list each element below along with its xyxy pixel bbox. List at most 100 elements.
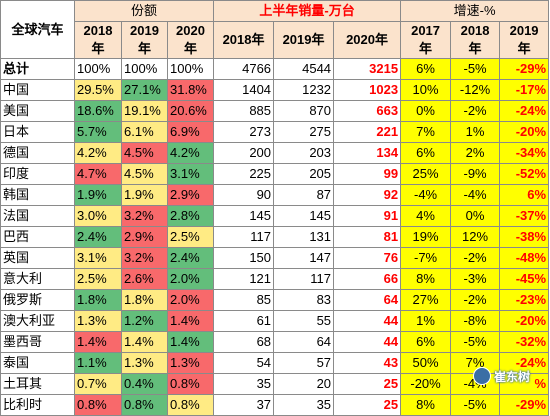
- sales-cell: 20: [273, 373, 335, 395]
- share-cell: 2.4%: [166, 247, 215, 269]
- share-cell: 100%: [121, 58, 168, 80]
- growth-cell: 0%: [400, 100, 452, 122]
- growth-cell: 1%: [400, 310, 452, 332]
- country-name: 美国: [0, 100, 75, 122]
- sales-cell: 25: [333, 394, 402, 416]
- table-row: 印度 4.7% 4.5% 3.1% 225 205 99 25% -9% -52%: [0, 163, 550, 185]
- growth-cell: -48%: [499, 247, 550, 269]
- group-share-header: 份额: [73, 0, 215, 22]
- sales-cell: 221: [333, 121, 402, 143]
- growth-cell: 12%: [450, 226, 501, 248]
- share-cell: 1.3%: [74, 310, 122, 332]
- sales-cell: 273: [213, 121, 275, 143]
- growth-cell: -20%: [400, 373, 452, 395]
- share-cell: 2.5%: [74, 268, 122, 290]
- sales-cell: 25: [333, 373, 402, 395]
- sales-cell: 68: [213, 331, 275, 353]
- country-name: 泰国: [0, 352, 75, 374]
- share-cell: 0.4%: [121, 373, 168, 395]
- table-row: 中国 29.5% 27.1% 31.8% 1404 1232 1023 10% -12% -17%: [0, 79, 550, 101]
- share-cell: 4.2%: [166, 142, 215, 164]
- growth-year-2017: 2017 年: [400, 21, 452, 59]
- table-row: 意大利 2.5% 2.6% 2.0% 121 117 66 8% -3% -45%: [0, 268, 550, 290]
- share-cell: 1.8%: [74, 289, 122, 311]
- table-row: 日本 5.7% 6.1% 6.9% 273 275 221 7% 1% -20%: [0, 121, 550, 143]
- share-cell: 3.1%: [74, 247, 122, 269]
- country-name: 英国: [0, 247, 75, 269]
- country-name: 比利时: [0, 394, 75, 416]
- watermark-logo-icon: [472, 367, 491, 385]
- growth-cell: -32%: [499, 331, 550, 353]
- table-row: 总计 100% 100% 100% 4766 4544 3215 6% -5% -29%: [0, 58, 550, 80]
- sales-cell: 87: [273, 184, 335, 206]
- share-cell: 2.6%: [121, 268, 168, 290]
- sales-cell: 55: [273, 310, 335, 332]
- sales-year-2019: 2019年: [273, 21, 335, 59]
- growth-cell: -2%: [450, 289, 501, 311]
- share-cell: 2.5%: [166, 226, 215, 248]
- share-cell: 3.0%: [74, 205, 122, 227]
- share-cell: 1.9%: [74, 184, 122, 206]
- share-cell: 6.9%: [166, 121, 215, 143]
- table-row: 德国 4.2% 4.5% 4.2% 200 203 134 6% 2% -34%: [0, 142, 550, 164]
- share-cell: 2.4%: [74, 226, 122, 248]
- share-cell: 3.2%: [121, 205, 168, 227]
- country-name: 总计: [0, 58, 75, 80]
- sales-cell: 35: [213, 373, 275, 395]
- table-row: 法国 3.0% 3.2% 2.8% 145 145 91 4% 0% -37%: [0, 205, 550, 227]
- table-row: 比利时 0.8% 0.8% 0.8% 37 35 25 8% -5% -29%: [0, 394, 550, 416]
- growth-cell: 19%: [400, 226, 452, 248]
- sales-cell: 4766: [213, 58, 275, 80]
- growth-cell: -5%: [450, 58, 501, 80]
- country-name: 德国: [0, 142, 75, 164]
- share-year-2019: 2019 年: [121, 21, 168, 59]
- sales-cell: 44: [333, 331, 402, 353]
- share-cell: 1.4%: [121, 331, 168, 353]
- growth-cell: -38%: [499, 226, 550, 248]
- share-cell: 100%: [74, 58, 122, 80]
- share-cell: 31.8%: [166, 79, 215, 101]
- share-year-2020: 2020 年: [166, 21, 215, 59]
- growth-cell: -29%: [499, 394, 550, 416]
- share-cell: 0.8%: [166, 394, 215, 416]
- sales-cell: 663: [333, 100, 402, 122]
- growth-cell: 2%: [450, 142, 501, 164]
- growth-cell: -4%: [450, 184, 501, 206]
- sales-cell: 145: [273, 205, 335, 227]
- country-name: 韩国: [0, 184, 75, 206]
- growth-cell: 6%: [400, 142, 452, 164]
- share-cell: 18.6%: [74, 100, 122, 122]
- share-cell: 0.7%: [74, 373, 122, 395]
- share-cell: 1.4%: [74, 331, 122, 353]
- growth-cell: -5%: [450, 394, 501, 416]
- growth-cell: -12%: [450, 79, 501, 101]
- growth-cell: -9%: [450, 163, 501, 185]
- sales-cell: 150: [213, 247, 275, 269]
- growth-cell: 4%: [400, 205, 452, 227]
- growth-cell: -34%: [499, 142, 550, 164]
- growth-year-2018: 2018 年: [450, 21, 501, 59]
- growth-cell: 6%: [400, 331, 452, 353]
- share-cell: 0.8%: [121, 394, 168, 416]
- share-cell: 4.2%: [74, 142, 122, 164]
- growth-cell: -24%: [499, 352, 550, 374]
- sales-cell: 44: [333, 310, 402, 332]
- growth-cell: 50%: [400, 352, 452, 374]
- group-sales-header: 上半年销量-万台: [213, 0, 402, 22]
- sales-cell: 66: [333, 268, 402, 290]
- share-cell: 2.9%: [166, 184, 215, 206]
- corner-label: 全球汽车: [0, 0, 75, 59]
- sales-year-2020: 2020年: [333, 21, 402, 59]
- sales-cell: 1023: [333, 79, 402, 101]
- growth-cell: 27%: [400, 289, 452, 311]
- sales-cell: 117: [273, 268, 335, 290]
- country-name: 印度: [0, 163, 75, 185]
- growth-cell: 25%: [400, 163, 452, 185]
- sales-cell: 121: [213, 268, 275, 290]
- sales-cell: 203: [273, 142, 335, 164]
- share-cell: 1.4%: [166, 310, 215, 332]
- growth-cell: -4%: [400, 184, 452, 206]
- country-name: 法国: [0, 205, 75, 227]
- sales-cell: 54: [213, 352, 275, 374]
